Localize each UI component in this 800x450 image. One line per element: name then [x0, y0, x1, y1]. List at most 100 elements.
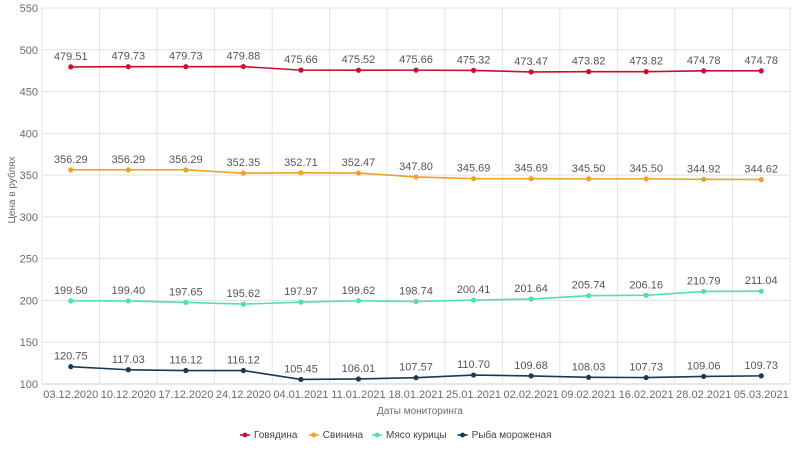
data-label: 344.62 — [744, 164, 778, 176]
data-label: 473.82 — [629, 56, 663, 68]
data-point[interactable] — [701, 176, 707, 182]
data-point[interactable] — [183, 64, 189, 70]
data-point[interactable] — [528, 373, 534, 379]
data-label: 475.66 — [399, 54, 433, 66]
data-label: 479.51 — [54, 51, 88, 63]
data-label: 211.04 — [745, 275, 778, 287]
data-point[interactable] — [298, 170, 304, 176]
data-point[interactable] — [240, 301, 246, 307]
x-tick-label: 25.01.2021 — [446, 389, 501, 401]
y-tick-label: 450 — [20, 87, 38, 99]
x-tick-label: 28.02.2021 — [676, 389, 731, 401]
data-point[interactable] — [701, 373, 707, 380]
data-point[interactable] — [183, 367, 189, 374]
data-label: 352.35 — [227, 157, 261, 169]
data-point[interactable] — [758, 177, 764, 183]
series-3: 199.50 199.40 197.65 195.62 197.97 199.62 198.… — [54, 275, 778, 307]
data-label: 199.40 — [111, 285, 145, 297]
data-point[interactable] — [298, 376, 304, 383]
data-label: 473.82 — [572, 56, 606, 68]
data-point[interactable] — [528, 176, 534, 182]
data-point[interactable] — [125, 64, 131, 70]
data-point[interactable] — [68, 298, 74, 304]
y-tick-label: 400 — [20, 128, 38, 140]
data-point[interactable] — [470, 372, 477, 378]
data-point[interactable] — [701, 68, 707, 74]
y-tick-label: 150 — [20, 337, 38, 349]
legend-item[interactable]: Рыба мороженая — [457, 429, 552, 441]
data-point[interactable] — [125, 167, 131, 173]
data-point[interactable] — [470, 297, 477, 303]
data-point[interactable] — [701, 288, 707, 295]
data-label: 479.88 — [227, 51, 261, 63]
y-tick-label: 100 — [20, 379, 38, 391]
data-point[interactable] — [355, 170, 362, 176]
data-point[interactable] — [528, 69, 534, 75]
data-label: 205.74 — [572, 280, 606, 292]
x-axis: 03.12.2020 10.12.2020 17.12.2020 24.12.2020… — [43, 389, 789, 401]
data-label: 116.12 — [227, 355, 260, 367]
y-tick-label: 300 — [20, 212, 38, 224]
legend-label: Рыба мороженая — [472, 429, 552, 441]
legend-item[interactable]: Говядина — [240, 430, 298, 441]
data-point[interactable] — [528, 296, 534, 302]
data-label: 197.65 — [169, 286, 203, 298]
data-label: 352.71 — [284, 157, 318, 169]
data-point[interactable] — [643, 176, 649, 182]
x-tick-label: 10.12.2020 — [101, 389, 156, 401]
data-point[interactable] — [183, 167, 189, 173]
data-point[interactable] — [68, 167, 74, 173]
data-point[interactable] — [643, 374, 649, 381]
data-point[interactable] — [355, 298, 362, 304]
data-point[interactable] — [68, 64, 74, 70]
data-point[interactable] — [413, 375, 419, 381]
data-label: 197.97 — [284, 286, 318, 298]
data-point[interactable] — [758, 288, 764, 294]
data-label: 106.01 — [342, 363, 376, 375]
y-tick-label: 550 — [20, 3, 38, 15]
data-point[interactable] — [758, 373, 764, 379]
data-point[interactable] — [470, 67, 477, 73]
y-tick-label: 200 — [20, 295, 38, 307]
data-point[interactable] — [470, 176, 477, 182]
data-point[interactable] — [758, 68, 764, 74]
data-point[interactable] — [355, 376, 362, 382]
grid — [41, 7, 791, 385]
data-label: 109.06 — [687, 360, 721, 372]
data-point[interactable] — [298, 67, 304, 73]
data-label: 475.66 — [284, 54, 318, 66]
data-point[interactable] — [643, 292, 649, 298]
data-label: 475.32 — [457, 54, 491, 66]
data-point[interactable] — [413, 298, 419, 305]
x-tick-label: 03.12.2020 — [43, 389, 98, 401]
series-2: 356.29 356.29 356.29 352.35 352.71 352.47 347.… — [54, 154, 778, 183]
data-point[interactable] — [413, 174, 419, 180]
data-point[interactable] — [125, 367, 131, 373]
data-point[interactable] — [298, 299, 304, 305]
y-tick-label: 500 — [20, 45, 38, 57]
data-label: 479.73 — [111, 51, 145, 63]
data-point[interactable] — [413, 67, 419, 73]
data-label: 479.73 — [169, 51, 203, 63]
data-point[interactable] — [586, 176, 592, 182]
data-point[interactable] — [643, 69, 649, 75]
data-point[interactable] — [586, 293, 592, 299]
data-point[interactable] — [355, 67, 362, 73]
data-label: 344.92 — [687, 163, 721, 175]
data-point[interactable] — [183, 299, 189, 306]
data-label: 110.70 — [457, 359, 490, 371]
data-point[interactable] — [586, 69, 592, 75]
legend-item[interactable]: Мясо курицы — [372, 430, 447, 441]
data-point[interactable] — [68, 364, 74, 370]
data-point[interactable] — [125, 298, 131, 304]
data-label: 474.78 — [687, 55, 721, 67]
data-label: 347.80 — [399, 161, 433, 173]
data-point[interactable] — [586, 374, 592, 380]
data-point[interactable] — [240, 170, 246, 176]
legend-item[interactable]: Свинина — [308, 430, 364, 441]
data-label: 474.78 — [744, 55, 778, 67]
data-point[interactable] — [240, 367, 246, 374]
x-tick-label: 16.02.2021 — [619, 389, 674, 401]
data-point[interactable] — [240, 63, 246, 70]
y-tick-label: 350 — [20, 170, 38, 182]
